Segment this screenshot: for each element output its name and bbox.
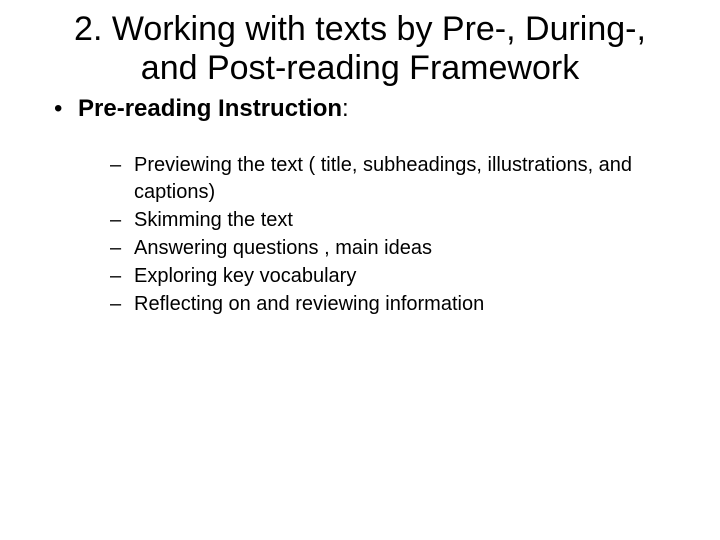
bullet-list-level2: Previewing the text ( title, subheadings… xyxy=(40,152,680,318)
level2-item: Answering questions , main ideas xyxy=(110,235,660,262)
level2-item: Skimming the text xyxy=(110,207,660,234)
slide-title: 2. Working with texts by Pre-, During-, … xyxy=(60,10,660,88)
level2-text: Exploring key vocabulary xyxy=(134,265,356,287)
level1-item: Pre-reading Instruction: xyxy=(54,94,680,124)
level2-item: Reflecting on and reviewing information xyxy=(110,291,660,318)
level2-text: Previewing the text ( title, subheadings… xyxy=(134,154,632,203)
level2-text: Skimming the text xyxy=(134,209,293,231)
level2-text: Answering questions , main ideas xyxy=(134,237,432,259)
level1-suffix: : xyxy=(342,95,349,122)
spacer xyxy=(40,124,680,152)
slide: 2. Working with texts by Pre-, During-, … xyxy=(0,0,720,540)
level2-item: Exploring key vocabulary xyxy=(110,263,660,290)
level1-label: Pre-reading Instruction xyxy=(78,95,342,122)
level2-item: Previewing the text ( title, subheadings… xyxy=(110,152,660,206)
level2-text: Reflecting on and reviewing information xyxy=(134,293,484,315)
bullet-list-level1: Pre-reading Instruction: xyxy=(40,94,680,124)
